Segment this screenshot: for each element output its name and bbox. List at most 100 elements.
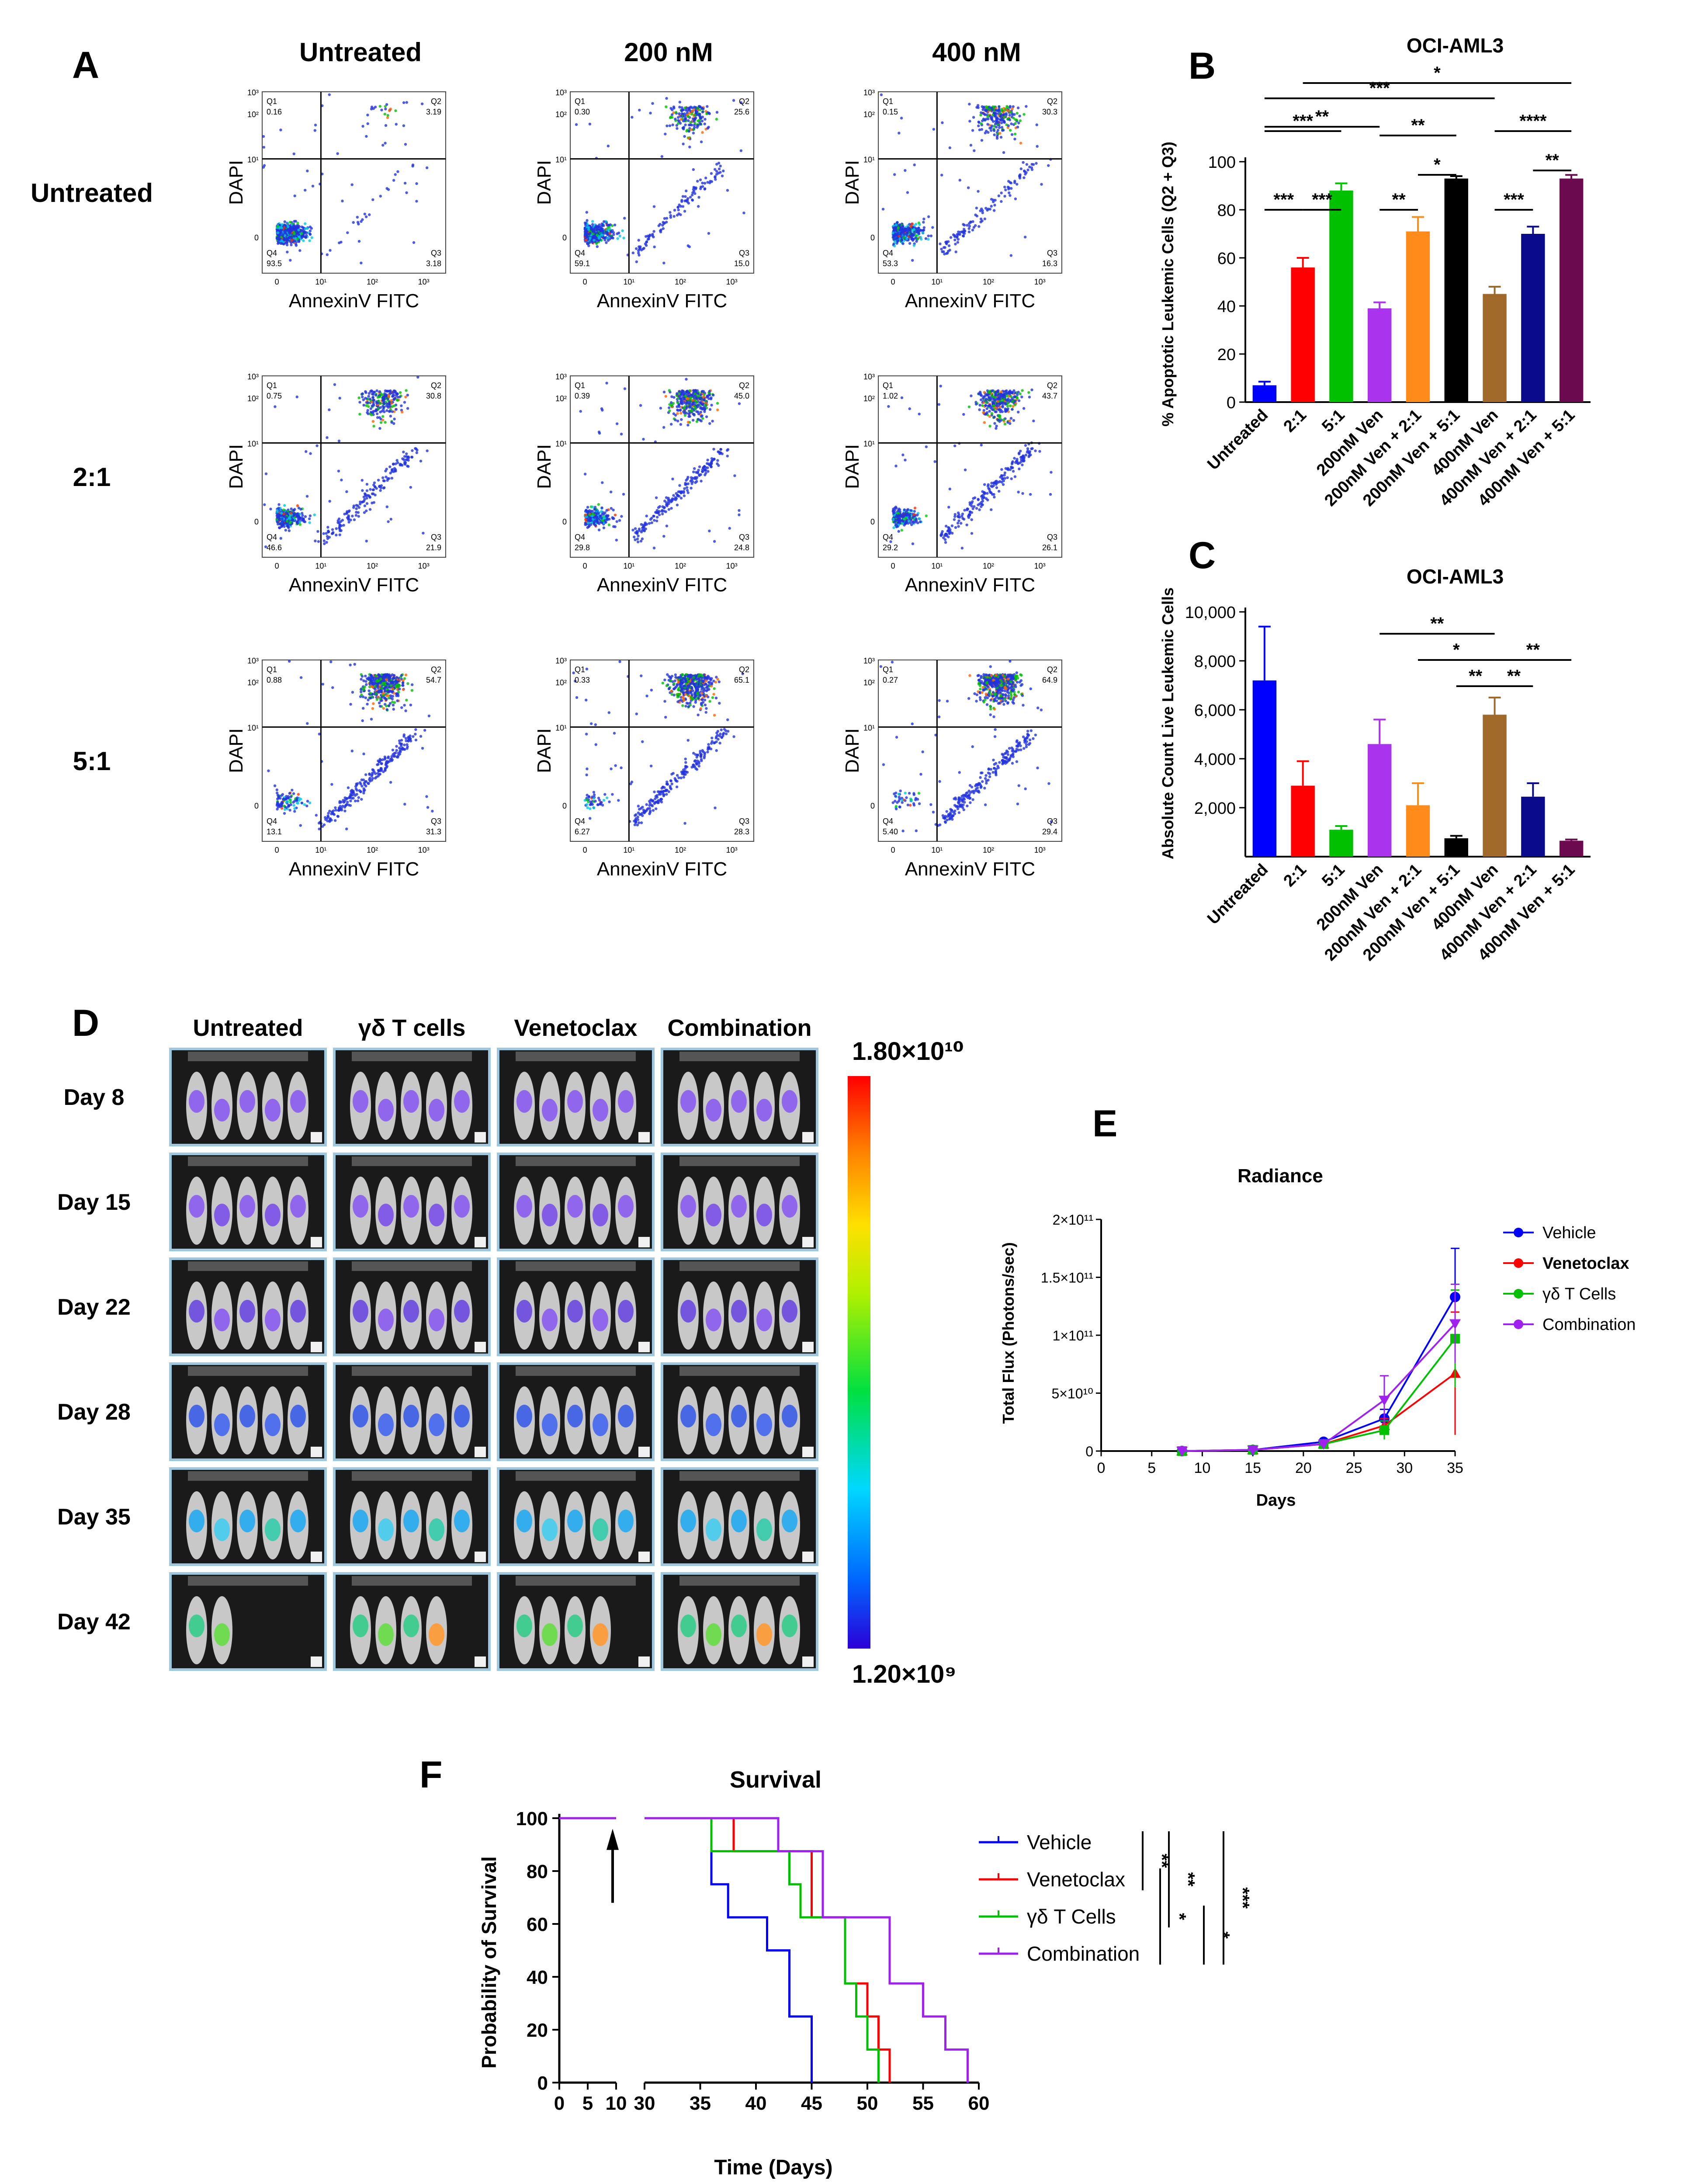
event-dot — [1016, 106, 1020, 110]
event-dot — [405, 452, 408, 455]
event-dot — [982, 106, 985, 109]
event-dot — [364, 494, 367, 497]
event-dot — [395, 123, 398, 126]
event-dot — [679, 213, 682, 216]
flow-xlabel: AnnexinV FITC — [597, 290, 727, 312]
event-dot — [591, 514, 594, 517]
event-dot — [290, 229, 293, 233]
event-dot — [685, 412, 688, 415]
event-dot — [366, 113, 369, 117]
event-dot — [707, 232, 711, 235]
quadrant-value: 0.30 — [575, 108, 590, 116]
event-dot — [913, 163, 916, 167]
event-dot — [676, 205, 679, 209]
quadrant-value: 45.0 — [734, 392, 749, 400]
quadrant-name: Q4 — [883, 533, 893, 542]
event-dot — [965, 508, 969, 511]
event-dot — [279, 128, 282, 132]
event-dot — [607, 223, 610, 227]
event-dot — [668, 124, 672, 127]
event-dot — [954, 526, 957, 529]
event-dot — [908, 242, 912, 245]
event-dot — [351, 514, 354, 517]
event-dot — [290, 239, 293, 242]
event-dot — [676, 392, 679, 395]
event-dot — [989, 129, 993, 132]
event-dot — [964, 468, 967, 472]
panel-letter-b: B — [1189, 45, 1216, 87]
event-dot — [604, 521, 607, 524]
event-dot — [372, 702, 375, 705]
event-dot — [331, 528, 334, 531]
event-dot — [276, 794, 280, 797]
event-dot — [708, 408, 712, 411]
y-tick-label: 10² — [863, 394, 875, 403]
event-dot — [597, 528, 601, 531]
event-dot — [372, 492, 375, 496]
event-dot — [716, 402, 719, 405]
quadrant-value: 30.3 — [1042, 108, 1057, 116]
event-dot — [726, 455, 729, 458]
event-dot — [678, 203, 681, 207]
event-dot — [292, 804, 295, 807]
y-tick-label: 0 — [870, 233, 875, 242]
event-dot — [979, 393, 982, 396]
event-dot — [680, 112, 684, 115]
event-dot — [912, 513, 915, 516]
event-dot — [990, 394, 994, 397]
event-dot — [691, 198, 694, 202]
event-dot — [590, 239, 593, 242]
event-dot — [667, 502, 670, 505]
event-dot — [940, 174, 943, 177]
event-dot — [702, 396, 705, 399]
x-tick-label: 10² — [367, 278, 378, 286]
event-dot — [1017, 399, 1021, 402]
event-dot — [986, 498, 989, 502]
quadrant-value: 21.9 — [426, 543, 441, 552]
event-dot — [894, 229, 898, 232]
event-dot — [608, 235, 611, 238]
event-dot — [285, 795, 288, 798]
event-dot — [995, 486, 998, 489]
event-dot — [693, 126, 696, 129]
event-dot — [400, 706, 403, 709]
quadrant-value: 59.1 — [575, 259, 590, 268]
event-dot — [633, 535, 636, 538]
event-dot — [402, 450, 405, 454]
event-dot — [1023, 236, 1027, 239]
event-dot — [389, 414, 392, 418]
event-dot — [954, 250, 957, 253]
event-dot — [915, 227, 918, 231]
event-dot — [976, 104, 980, 107]
event-dot — [606, 236, 609, 240]
event-dot — [710, 459, 714, 463]
event-dot — [306, 169, 309, 173]
event-dot — [616, 232, 619, 236]
event-dot — [365, 683, 368, 686]
event-dot — [945, 524, 948, 528]
event-dot — [645, 514, 648, 517]
event-dot — [357, 240, 361, 243]
event-dot — [996, 394, 999, 397]
event-dot — [420, 102, 424, 105]
flow-plot-frame — [878, 91, 1062, 274]
event-dot — [594, 524, 597, 527]
event-dot — [605, 382, 608, 385]
event-dot — [296, 237, 299, 241]
event-dot — [929, 234, 933, 237]
event-dot — [285, 520, 289, 523]
event-dot — [609, 230, 612, 233]
event-dot — [660, 155, 664, 158]
event-dot — [365, 502, 369, 505]
event-dot — [370, 413, 373, 417]
event-dot — [681, 108, 684, 111]
event-dot — [665, 496, 668, 499]
event-dot — [710, 172, 713, 175]
event-dot — [602, 512, 606, 516]
panel-letter-f: F — [419, 1754, 443, 1796]
event-dot — [978, 390, 982, 394]
event-dot — [1022, 113, 1026, 116]
event-dot — [612, 525, 615, 528]
